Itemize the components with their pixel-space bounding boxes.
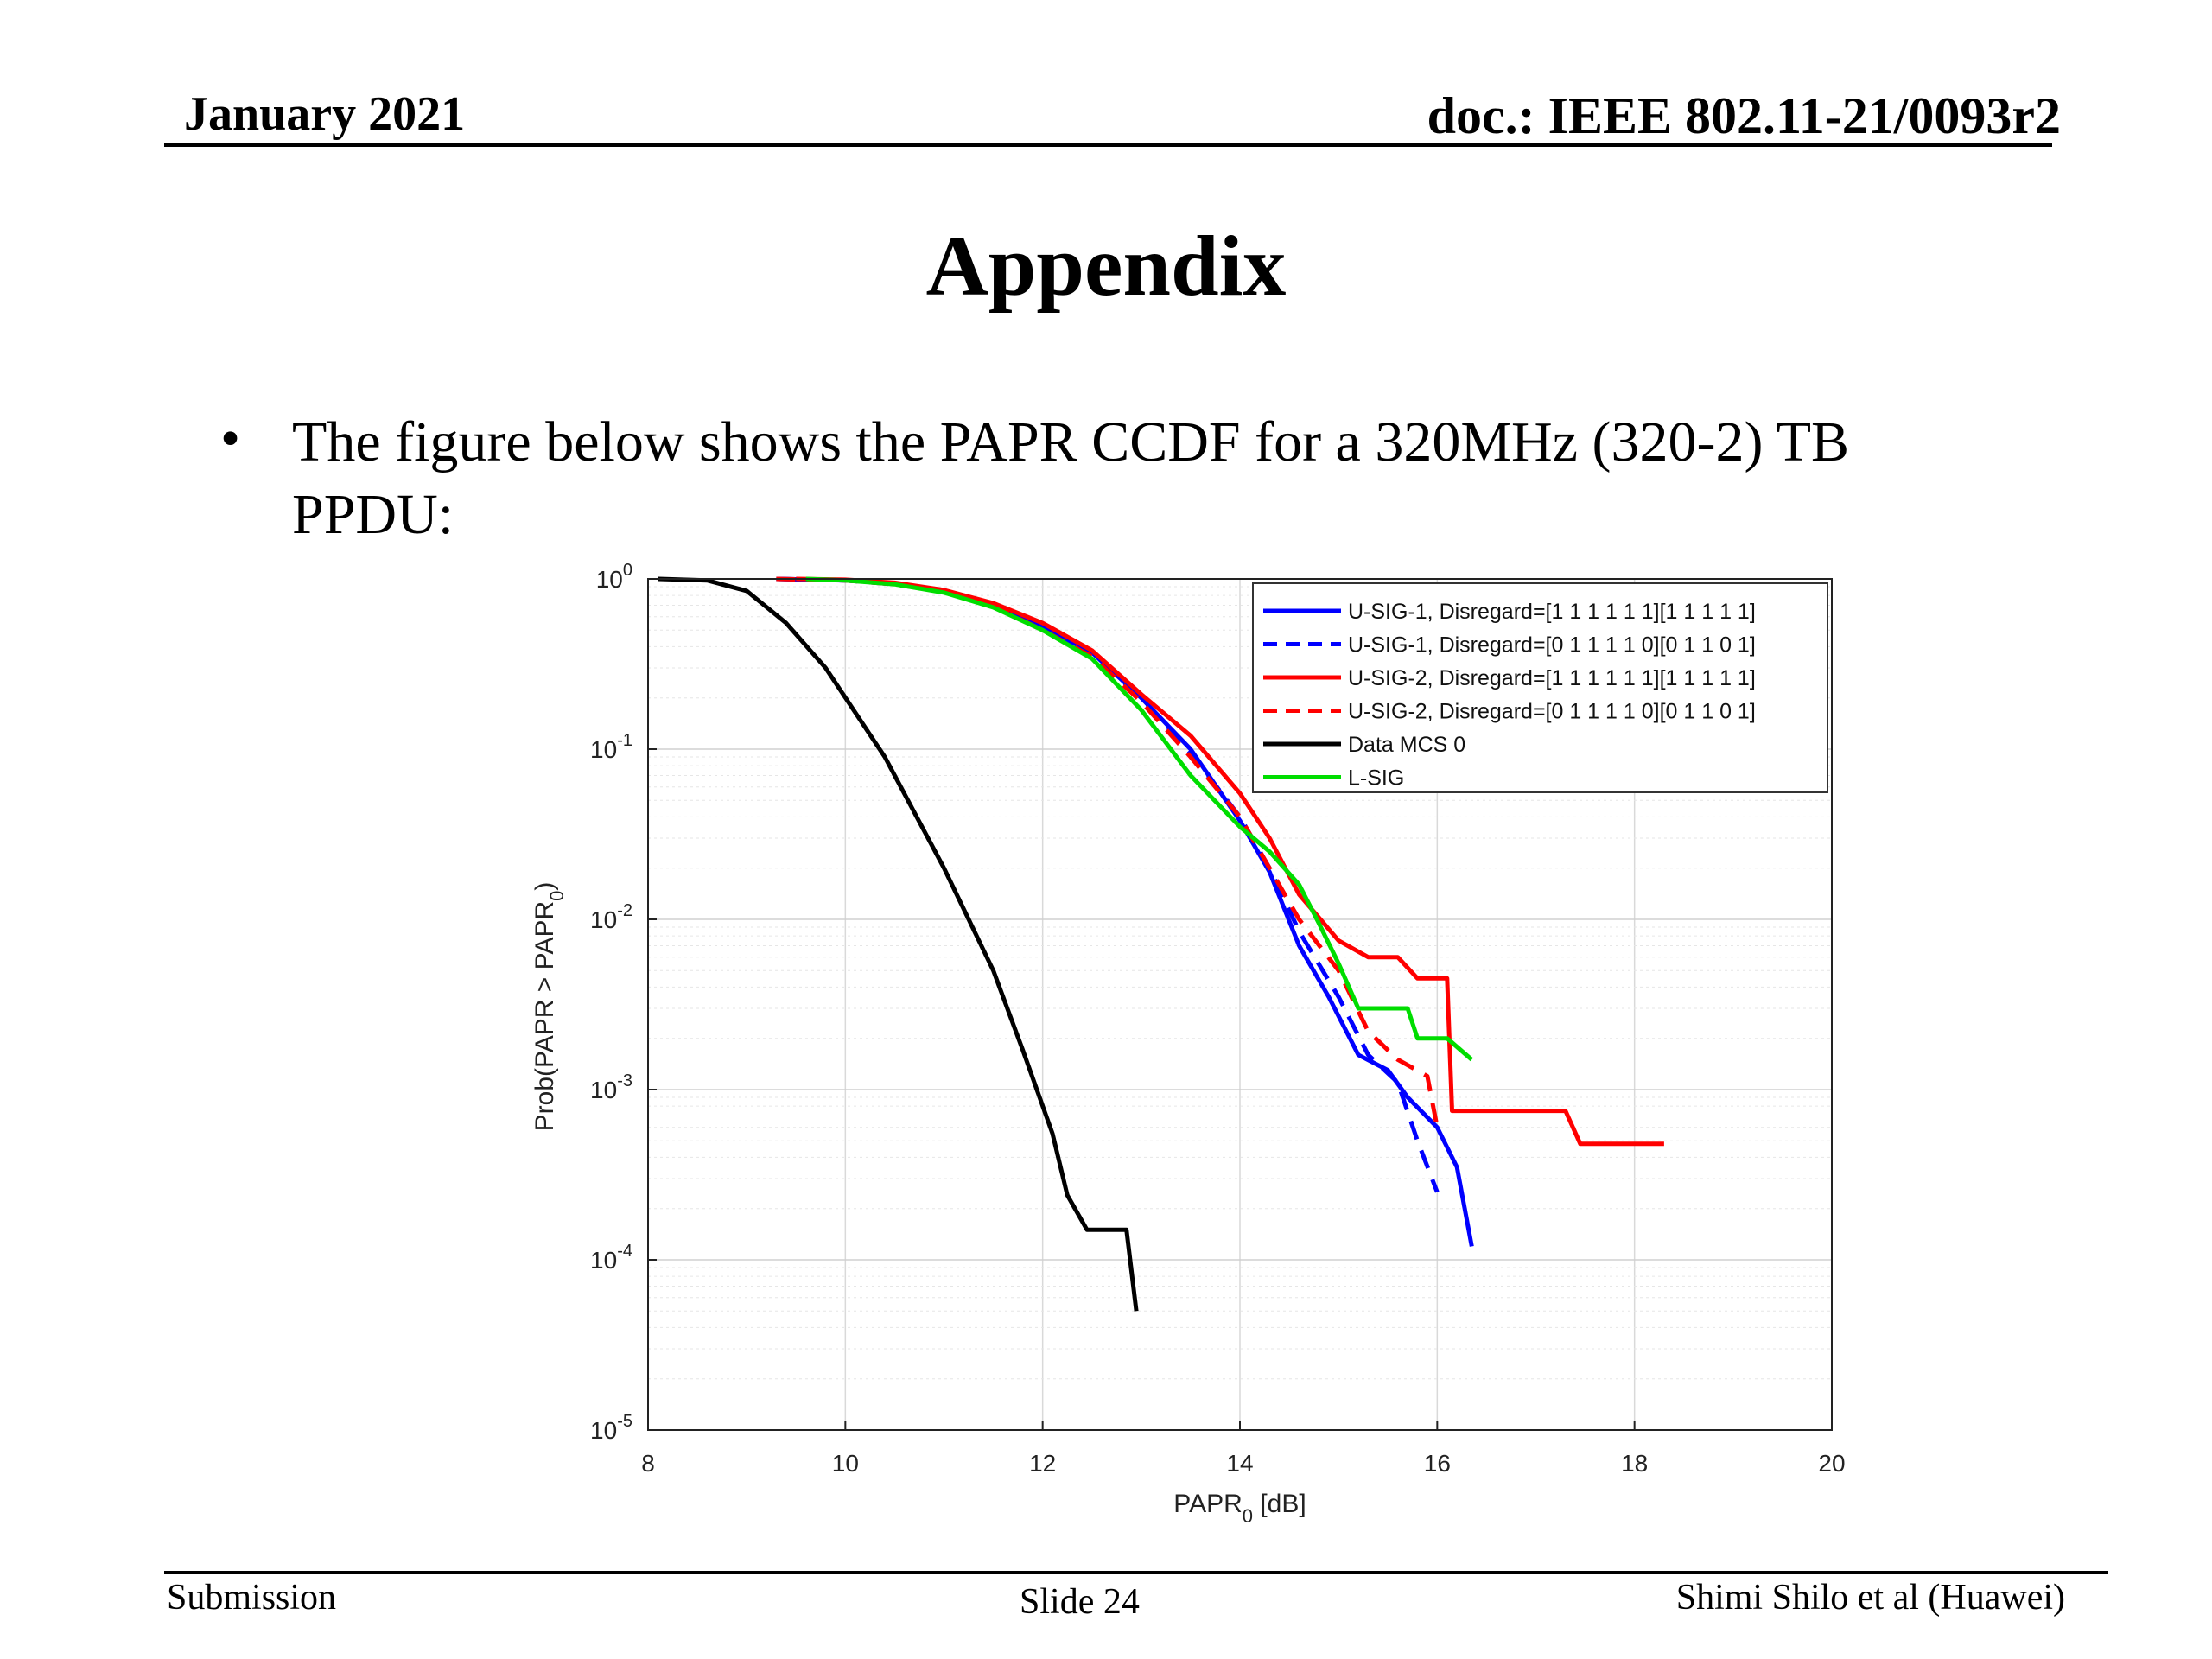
y-axis-label-main: Prob(PAPR > PAPR — [531, 901, 559, 1131]
y-tick-base: 10 — [590, 1077, 617, 1103]
x-tick-label: 10 — [832, 1450, 859, 1477]
x-tick-label: 8 — [641, 1450, 655, 1477]
y-tick-exponent: -2 — [617, 901, 632, 920]
y-tick-label: 10-3 — [590, 1071, 632, 1103]
x-axis-label: PAPR0 [dB] — [1173, 1490, 1306, 1527]
footer-submission: Submission — [167, 1578, 337, 1618]
series-group — [658, 576, 1664, 1312]
slide-title: Appendix — [925, 218, 1287, 314]
y-tick-exponent: 0 — [623, 561, 632, 580]
legend-label-4: U-SIG-2, Disregard=[0 1 1 1 1 0][0 1 1 0… — [1348, 700, 1756, 724]
header-date: January 2021 — [184, 87, 466, 141]
y-tick-exponent: -3 — [617, 1071, 632, 1090]
x-axis-label-sub: 0 — [1243, 1505, 1253, 1527]
y-tick-base: 10 — [590, 906, 617, 933]
y-axis-label-sub: 0 — [546, 891, 568, 901]
y-tick-label: 100 — [596, 561, 632, 593]
legend-label-1: U-SIG-1, Disregard=[1 1 1 1 1 1][1 1 1 1… — [1348, 600, 1756, 624]
y-axis-label: Prob(PAPR > PAPR0) — [531, 882, 568, 1132]
header-doc-id: doc.: IEEE 802.11-21/0093r2 — [1427, 87, 2061, 144]
series-line-6 — [805, 576, 1473, 1062]
y-tick-label: 10-1 — [590, 731, 632, 763]
y-axis-label-end: ) — [531, 882, 559, 891]
y-tick-label: 10-2 — [590, 901, 632, 933]
legend-label-6: L-SIG — [1348, 766, 1404, 791]
header-rule — [164, 143, 2052, 147]
legend-label-2: U-SIG-1, Disregard=[0 1 1 1 1 0][0 1 1 0… — [1348, 633, 1756, 658]
bullet-text: The figure below shows the PAPR CCDF for… — [292, 410, 1850, 546]
footer-authors: Shimi Shilo et al (Huawei) — [1675, 1578, 2065, 1618]
series-line-5 — [658, 576, 1139, 1312]
series-line-2 — [776, 576, 1440, 1193]
legend-label-3: U-SIG-2, Disregard=[1 1 1 1 1 1][1 1 1 1… — [1348, 666, 1756, 690]
x-tick-label: 12 — [1029, 1450, 1056, 1477]
y-tick-label: 10-4 — [590, 1242, 632, 1274]
y-tick-exponent: -5 — [617, 1412, 632, 1431]
x-tick-labels: 8 10 12 14 16 18 20 — [641, 1421, 1846, 1477]
x-tick-label: 16 — [1424, 1450, 1451, 1477]
x-tick-label: 18 — [1621, 1450, 1648, 1477]
y-tick-base: 10 — [590, 1247, 617, 1274]
legend-label-5: Data MCS 0 — [1348, 733, 1465, 757]
x-tick-label: 20 — [1818, 1450, 1845, 1477]
y-tick-exponent: -4 — [617, 1242, 632, 1261]
x-axis-label-unit: [dB] — [1253, 1490, 1306, 1518]
legend: U-SIG-1, Disregard=[1 1 1 1 1 1][1 1 1 1… — [1252, 582, 1828, 793]
legend-box — [1252, 582, 1828, 793]
y-tick-base: 10 — [590, 1417, 617, 1444]
y-tick-base: 10 — [596, 566, 623, 593]
footer-rule — [164, 1571, 2108, 1574]
bullet-marker: • — [220, 407, 241, 470]
y-tick-base: 10 — [590, 736, 617, 763]
y-tick-label: 10-5 — [590, 1412, 632, 1444]
x-axis-label-main: PAPR — [1173, 1490, 1242, 1518]
y-tick-exponent: -1 — [617, 731, 632, 750]
x-tick-label: 14 — [1226, 1450, 1253, 1477]
series-line-4 — [776, 576, 1440, 1128]
footer-slide-number: Slide 24 — [1020, 1582, 1140, 1622]
